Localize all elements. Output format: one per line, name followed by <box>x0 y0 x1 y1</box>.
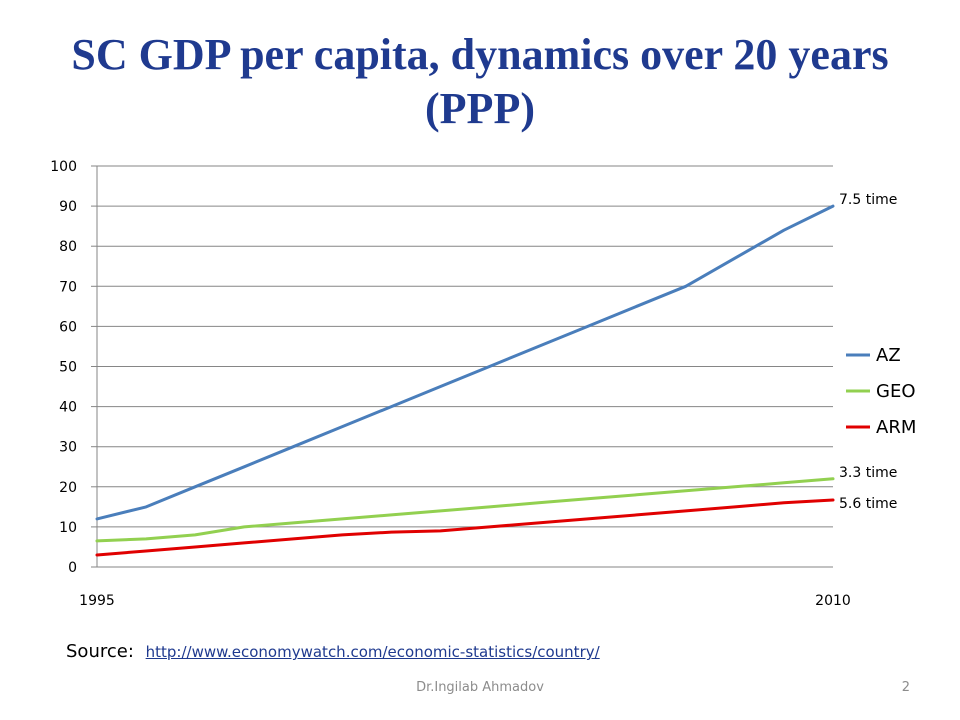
x-tick-label: 2010 <box>815 593 851 609</box>
source-link[interactable]: http://www.economywatch.com/economic-sta… <box>145 643 600 661</box>
y-tick-label: 0 <box>68 560 77 576</box>
y-tick-label: 100 <box>50 159 77 175</box>
series-line-geo <box>95 477 835 543</box>
gdp-line-chart: 0 10 20 30 40 50 60 70 80 90 100 1995 2010 7.5 time 3… <box>50 159 916 609</box>
x-tick-label: 1995 <box>79 593 115 609</box>
series-line-arm <box>95 498 835 557</box>
legend-label-geo: GEO <box>876 381 916 402</box>
page-number: 2 <box>901 680 910 695</box>
axes <box>91 165 833 568</box>
y-tick-label: 30 <box>59 440 77 456</box>
series-line-az <box>95 204 835 521</box>
y-tick-label: 80 <box>59 239 77 255</box>
tick-labels: 0 10 20 30 40 50 60 70 80 90 100 1995 2010 <box>50 159 851 609</box>
annotation-arm: 5.6 time <box>839 496 897 512</box>
y-tick-label: 50 <box>59 360 77 376</box>
y-tick-label: 20 <box>59 480 77 496</box>
legend-label-arm: ARM <box>876 417 916 438</box>
legend-label-az: AZ <box>876 345 901 366</box>
annotations: 7.5 time 3.3 time 5.6 time <box>839 192 897 512</box>
legend: AZ GEO ARM <box>846 345 916 438</box>
y-tick-label: 40 <box>59 400 77 416</box>
gridlines <box>97 165 833 528</box>
slide-title: SC GDP per capita, dynamics over 20 year… <box>71 30 889 133</box>
y-tick-label: 10 <box>59 520 77 536</box>
series-lines <box>95 204 835 557</box>
footer-author: Dr.Ingilab Ahmadov <box>416 680 544 695</box>
annotation-az: 7.5 time <box>839 192 897 208</box>
y-tick-label: 90 <box>59 199 77 215</box>
y-tick-label: 60 <box>59 319 77 335</box>
y-tick-label: 70 <box>59 279 77 295</box>
source-line: Source: http://www.economywatch.com/econ… <box>66 641 600 662</box>
source-label: Source: <box>66 641 134 662</box>
annotation-geo: 3.3 time <box>839 465 897 481</box>
